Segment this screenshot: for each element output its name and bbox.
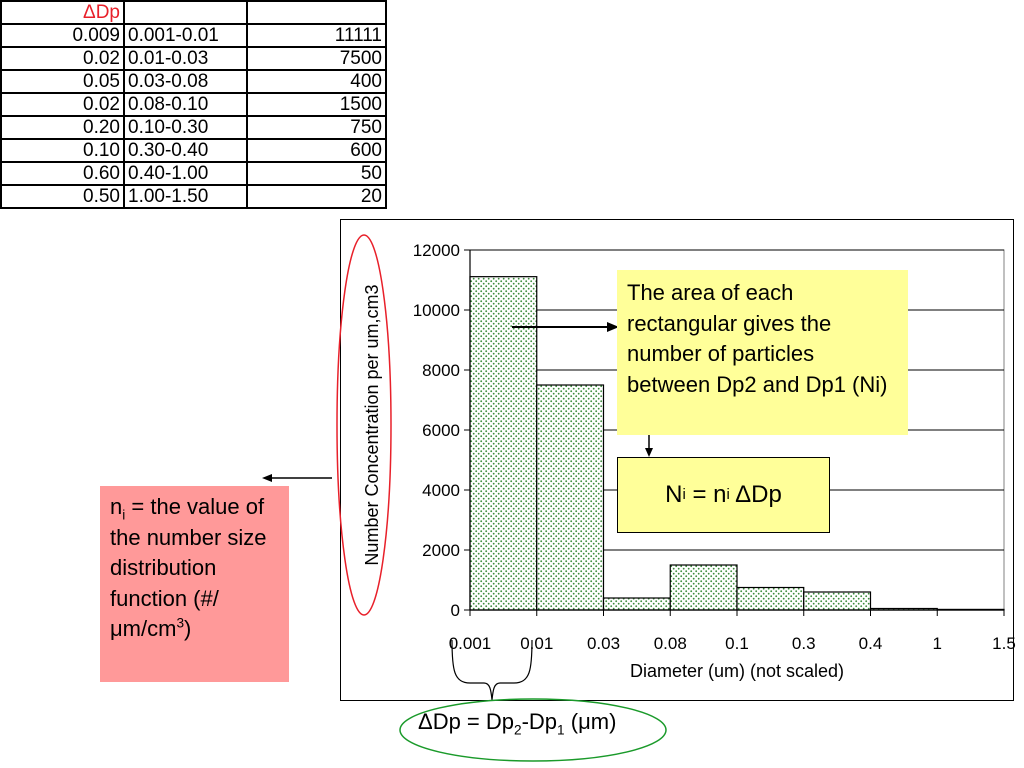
delta-dp-formula: ΔDp = Dp2-Dp1 (μm) bbox=[418, 709, 617, 738]
y-axis-label: Number Concentration per um,cm3 bbox=[362, 284, 382, 565]
formula-text: -Dp bbox=[521, 709, 558, 734]
y-tick-label: 6000 bbox=[422, 421, 460, 440]
data-table: ΔDp 0.009 0.001-0.01 11111 0.02 0.01-0.03 75… bbox=[0, 0, 387, 209]
table-cell: 0.30-0.40 bbox=[123, 138, 248, 163]
table-cell: 0.10-0.30 bbox=[123, 115, 248, 140]
bars bbox=[469, 276, 1005, 611]
table-row: 0.10 0.30-0.40 600 bbox=[0, 138, 387, 163]
note-text: n bbox=[110, 494, 123, 519]
table-cell: 0.009 bbox=[0, 23, 125, 48]
x-tick-label: 1.5 bbox=[992, 634, 1016, 653]
x-tick-label: 0.001 bbox=[449, 634, 492, 653]
arrow-head bbox=[645, 448, 653, 457]
formula-text: ΔDp bbox=[729, 480, 782, 508]
bar bbox=[469, 276, 538, 611]
bar bbox=[602, 597, 671, 611]
table-header-cell bbox=[123, 0, 248, 25]
formula-text: N bbox=[665, 480, 683, 508]
x-tick-label: 0.03 bbox=[587, 634, 620, 653]
table-cell: 7500 bbox=[246, 46, 387, 71]
table-cell: 50 bbox=[246, 161, 387, 186]
arrow-head bbox=[262, 474, 272, 482]
table-cell: 1500 bbox=[246, 92, 387, 117]
table-cell: 0.08-0.10 bbox=[123, 92, 248, 117]
x-tick-label: 0.08 bbox=[654, 634, 687, 653]
formula-text: ΔDp = Dp bbox=[418, 709, 515, 734]
note-subscript: i bbox=[122, 507, 126, 523]
bar bbox=[536, 384, 605, 611]
note-superscript: 3 bbox=[176, 615, 185, 631]
table-cell: 0.03-0.08 bbox=[123, 69, 248, 94]
table-cell: 0.001-0.01 bbox=[123, 23, 248, 48]
ni-definition-note: ni = the value of the number size distri… bbox=[100, 486, 289, 682]
x-axis-label: Diameter (um) (not scaled) bbox=[630, 661, 844, 681]
table-row: 0.20 0.10-0.30 750 bbox=[0, 115, 387, 140]
y-tick-label: 12000 bbox=[413, 241, 460, 260]
x-axis: 0.001 0.01 0.03 0.08 0.1 0.3 0.4 1 1.5 bbox=[449, 609, 1016, 653]
arrow-head bbox=[607, 322, 619, 332]
table-cell: 0.10 bbox=[0, 138, 125, 163]
table-row: 0.50 1.00-1.50 20 bbox=[0, 184, 387, 209]
table-cell: 0.50 bbox=[0, 184, 125, 209]
table-row: 0.009 0.001-0.01 11111 bbox=[0, 23, 387, 48]
table-header-row: ΔDp bbox=[0, 0, 387, 25]
note-text: = the value of the number size distribut… bbox=[110, 494, 267, 641]
y-tick-label: 8000 bbox=[422, 361, 460, 380]
bar bbox=[803, 591, 872, 611]
table-cell: 0.40-1.00 bbox=[123, 161, 248, 186]
table-cell: 0.20 bbox=[0, 115, 125, 140]
bar bbox=[669, 564, 738, 611]
x-tick-label: 0.4 bbox=[859, 634, 883, 653]
table-cell: 1.00-1.50 bbox=[123, 184, 248, 209]
table-cell: 0.01-0.03 bbox=[123, 46, 248, 71]
table-cell: 20 bbox=[246, 184, 387, 209]
formula-text: (μm) bbox=[564, 709, 617, 734]
formula-subscript: 1 bbox=[557, 722, 565, 738]
y-tick-label: 2000 bbox=[422, 541, 460, 560]
x-tick-label: 1 bbox=[933, 634, 942, 653]
y-tick-label: 0 bbox=[451, 601, 460, 620]
x-tick-label: 0.3 bbox=[792, 634, 816, 653]
bar bbox=[736, 586, 805, 611]
area-explanation-callout: The area of each rectangular gives the n… bbox=[617, 270, 908, 435]
x-tick-label: 0.01 bbox=[520, 634, 553, 653]
table-header-cell bbox=[246, 0, 387, 25]
table-cell: 11111 bbox=[246, 23, 387, 48]
delta-dp-highlight-ellipse bbox=[399, 698, 667, 762]
table-cell: 600 bbox=[246, 138, 387, 163]
formula-text: = n bbox=[685, 480, 727, 508]
table-header-cell: ΔDp bbox=[0, 0, 125, 25]
table-row: 0.05 0.03-0.08 400 bbox=[0, 69, 387, 94]
y-axis: 0 2000 4000 6000 8000 10000 12000 bbox=[413, 241, 471, 620]
table-cell: 0.05 bbox=[0, 69, 125, 94]
formula-subscript: 2 bbox=[514, 722, 522, 738]
table-cell: 0.02 bbox=[0, 92, 125, 117]
y-label-highlight-ellipse bbox=[336, 234, 392, 616]
table-cell: 400 bbox=[246, 69, 387, 94]
table-cell: 0.02 bbox=[0, 46, 125, 71]
y-tick-label: 10000 bbox=[413, 301, 460, 320]
x-tick-label: 0.1 bbox=[725, 634, 749, 653]
table-row: 0.60 0.40-1.00 50 bbox=[0, 161, 387, 186]
y-tick-label: 4000 bbox=[422, 481, 460, 500]
chart-frame bbox=[340, 219, 1014, 701]
table-cell: 0.60 bbox=[0, 161, 125, 186]
table-cell: 750 bbox=[246, 115, 387, 140]
table-row: 0.02 0.01-0.03 7500 bbox=[0, 46, 387, 71]
table-row: 0.02 0.08-0.10 1500 bbox=[0, 92, 387, 117]
note-text: ) bbox=[184, 616, 192, 641]
